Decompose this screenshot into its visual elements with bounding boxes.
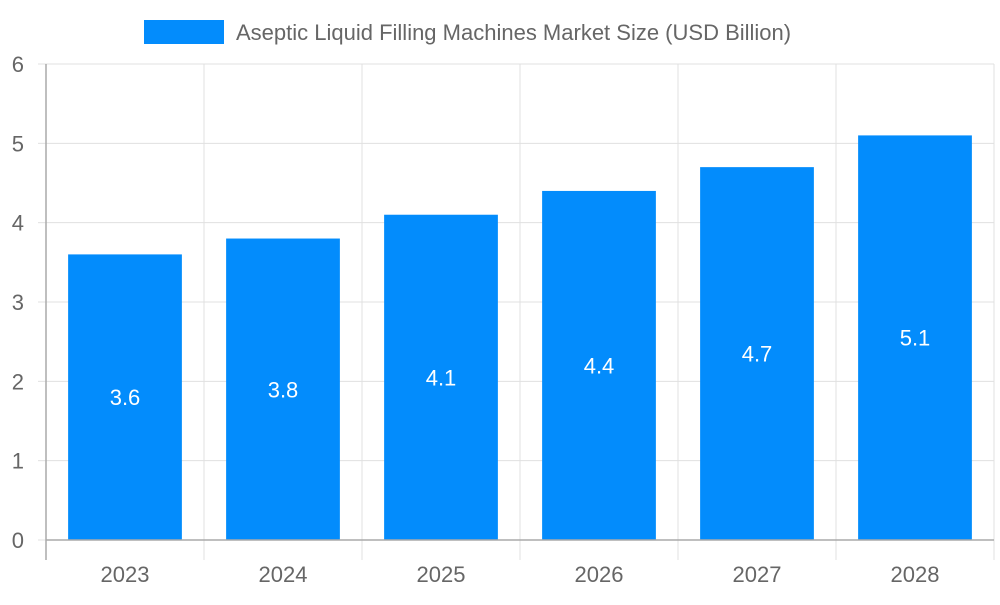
bar-group[interactable]: 4.7	[700, 167, 814, 540]
x-tick-label: 2025	[417, 562, 466, 587]
y-tick-label: 6	[12, 52, 24, 77]
y-axis-ticks: 0 1 2 3 4 5 6	[12, 52, 46, 553]
bar[interactable]	[858, 135, 972, 540]
x-tick-label: 2026	[575, 562, 624, 587]
bar-group[interactable]: 3.8	[226, 238, 340, 541]
y-tick-label: 3	[12, 290, 24, 315]
x-tick-label: 2024	[259, 562, 308, 587]
bar[interactable]	[68, 254, 182, 540]
y-tick-label: 0	[12, 528, 24, 553]
y-tick-label: 2	[12, 369, 24, 394]
bar[interactable]	[700, 167, 814, 540]
bar-group[interactable]: 4.4	[542, 190, 656, 540]
legend[interactable]: Aseptic Liquid Filling Machines Market S…	[144, 20, 791, 45]
x-tick-label: 2028	[891, 562, 940, 587]
bar-value-label: 3.6	[110, 385, 141, 410]
legend-swatch	[144, 20, 224, 44]
bar-value-label: 4.4	[584, 353, 615, 378]
bar[interactable]	[226, 238, 340, 541]
bar[interactable]	[542, 190, 656, 540]
x-axis-ticks: 2023 2024 2025 2026 2027 2028	[101, 562, 940, 587]
y-tick-label: 1	[12, 449, 24, 474]
bar-group[interactable]: 4.1	[384, 214, 498, 540]
x-tick-label: 2023	[101, 562, 150, 587]
bars: 3.6 3.8 4.1 4.4 4.7 5.1	[68, 135, 972, 541]
axes	[45, 64, 994, 560]
gridlines	[46, 63, 995, 560]
x-tick-label: 2027	[733, 562, 782, 587]
legend-label: Aseptic Liquid Filling Machines Market S…	[236, 20, 791, 45]
bar-value-label: 5.1	[900, 326, 931, 351]
bar[interactable]	[384, 214, 498, 540]
bar-value-label: 4.7	[742, 342, 773, 367]
bar-group[interactable]: 5.1	[858, 135, 972, 540]
y-tick-label: 5	[12, 131, 24, 156]
y-tick-label: 4	[12, 211, 24, 236]
bar-value-label: 4.1	[426, 365, 457, 390]
bar-value-label: 3.8	[268, 377, 299, 402]
bar-group[interactable]: 3.6	[68, 254, 182, 540]
